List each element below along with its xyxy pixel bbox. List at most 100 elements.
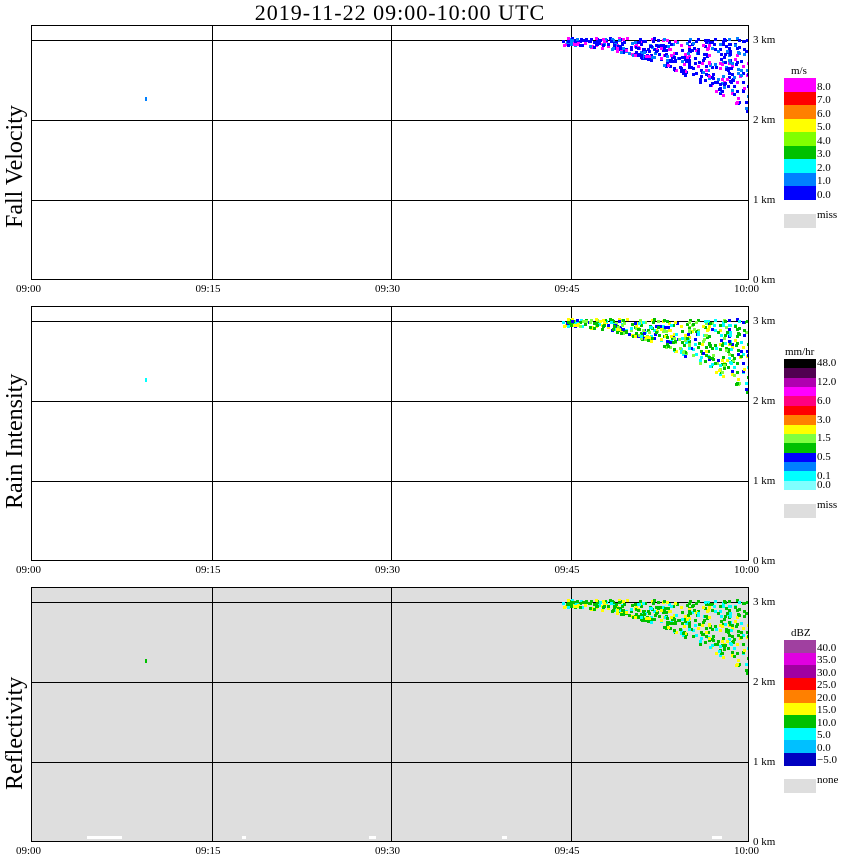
echo-pixel <box>580 318 584 322</box>
echo-pixel <box>674 39 678 43</box>
echo-pixel <box>659 44 663 48</box>
echo-pixel <box>613 609 617 613</box>
colorbar-label: 0.0 <box>817 741 831 754</box>
echo-pixel <box>650 336 654 340</box>
echo-pixel <box>683 70 687 74</box>
echo-pixel <box>666 62 670 66</box>
echo-pixel <box>719 58 723 62</box>
echo-pixel <box>671 42 675 46</box>
echo-pixel <box>685 41 689 45</box>
echo-pixel <box>574 319 578 323</box>
echo-pixel <box>718 363 722 367</box>
echo-pixel <box>621 608 625 612</box>
echo-pixel <box>570 320 574 324</box>
plot-area-1 <box>31 25 749 280</box>
echo-pixel <box>666 343 670 347</box>
echo-pixel <box>726 69 730 73</box>
echo-pixel <box>607 323 611 327</box>
echo-pixel <box>719 329 723 333</box>
echo-pixel <box>593 608 597 612</box>
echo-pixel <box>634 324 638 328</box>
echo-pixel <box>708 40 712 44</box>
echo-pixel <box>715 65 719 69</box>
echo-pixel <box>718 369 722 373</box>
echo-pixel <box>715 80 719 84</box>
y-tick-label: 3 km <box>753 34 776 46</box>
gridline-time <box>391 26 392 279</box>
echo-pixel <box>720 334 724 338</box>
echo-pixel <box>711 73 715 77</box>
colorbar-swatch <box>784 640 816 653</box>
echo-pixel <box>715 346 719 350</box>
echo-pixel <box>669 54 673 58</box>
echo-pixel <box>681 610 685 614</box>
echo-pixel <box>726 347 730 351</box>
echo-pixel <box>697 328 701 332</box>
echo-pixel <box>698 80 702 84</box>
echo-pixel <box>691 348 695 352</box>
echo-pixel <box>723 52 727 56</box>
colorbar-label: 6.0 <box>817 394 831 407</box>
echo-pixel <box>746 635 748 639</box>
echo-pixel <box>741 370 745 374</box>
echo-pixel <box>691 629 695 633</box>
echo-pixel <box>745 631 748 635</box>
colorbar-swatch <box>784 652 816 666</box>
echo-pixel <box>722 655 726 659</box>
echo-pixel <box>666 616 670 620</box>
echo-pixel <box>737 45 741 49</box>
echo-pixel <box>644 618 648 622</box>
echo-pixel <box>713 361 717 365</box>
echo-pixel <box>639 55 643 59</box>
echo-pixel <box>747 97 748 101</box>
echo-pixel <box>578 325 582 329</box>
echo-pixel <box>701 620 705 624</box>
echo-pixel <box>742 80 746 84</box>
echo-pixel <box>722 366 726 370</box>
echo-pixel <box>733 325 737 329</box>
echo-pixel <box>595 39 599 43</box>
echo-pixel <box>666 58 670 62</box>
echo-pixel <box>619 45 623 49</box>
colorbar-unit: m/s <box>791 65 807 77</box>
echo-pixel <box>735 327 739 331</box>
echo-pixel <box>590 600 594 604</box>
echo-pixel <box>652 318 656 322</box>
echo-pixel <box>603 37 607 41</box>
echo-pixel <box>645 335 649 339</box>
echo-pixel <box>688 610 692 614</box>
echo-pixel <box>711 41 715 45</box>
echo-pixel <box>650 37 654 41</box>
echo-pixel <box>737 607 741 611</box>
echo-pixel <box>715 361 719 365</box>
echo-pixel <box>689 612 693 616</box>
echo-pixel <box>616 607 620 611</box>
echo-pixel <box>742 368 746 372</box>
y-tick-label: 0 km <box>753 836 776 848</box>
echo-pixel <box>689 50 693 54</box>
echo-pixel <box>734 664 738 668</box>
echo-pixel <box>747 365 748 369</box>
echo-pixel <box>722 337 726 341</box>
echo-pixel <box>583 322 587 326</box>
echo-pixel <box>671 604 675 608</box>
echo-pixel <box>604 39 608 43</box>
echo-pixel <box>601 599 605 603</box>
echo-pixel <box>634 326 638 330</box>
echo-pixel <box>745 69 748 73</box>
echo-pixel <box>745 320 748 324</box>
echo-pixel <box>739 635 743 639</box>
echo-pixel <box>611 609 615 613</box>
echo-pixel <box>723 614 727 618</box>
echo-pixel <box>663 37 667 41</box>
echo-pixel <box>701 624 705 628</box>
echo-pixel <box>716 612 720 616</box>
colorbar-label: 0.1 <box>817 469 831 482</box>
echo-pixel <box>707 350 711 354</box>
echo-pixel <box>644 40 648 44</box>
echo-pixel <box>727 637 731 641</box>
echo-pixel <box>709 344 713 348</box>
echo-pixel <box>725 331 729 335</box>
echo-pixel <box>570 37 574 41</box>
ground-clutter <box>87 836 122 839</box>
